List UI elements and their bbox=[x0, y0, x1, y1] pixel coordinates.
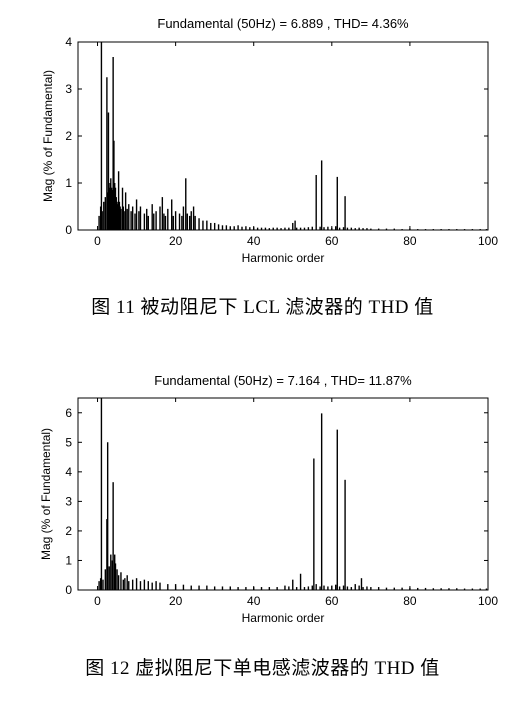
y-tick-label: 1 bbox=[65, 553, 72, 567]
x-tick-label: 20 bbox=[169, 234, 183, 248]
y-tick-label: 0 bbox=[65, 223, 72, 237]
x-axis-label: Harmonic order bbox=[242, 251, 325, 265]
y-tick-label: 5 bbox=[65, 435, 72, 449]
series-1 bbox=[98, 398, 488, 590]
y-tick-label: 0 bbox=[65, 583, 72, 597]
x-tick-label: 80 bbox=[403, 594, 417, 608]
y-tick-label: 6 bbox=[65, 406, 72, 420]
y-tick-label: 2 bbox=[65, 524, 72, 538]
x-tick-label: 0 bbox=[94, 594, 101, 608]
x-tick-label: 0 bbox=[94, 234, 101, 248]
chart-title: Fundamental (50Hz) = 7.164 , THD= 11.87% bbox=[154, 373, 412, 388]
x-tick-label: 100 bbox=[478, 594, 498, 608]
x-tick-label: 20 bbox=[169, 594, 183, 608]
series-1 bbox=[98, 42, 488, 230]
y-tick-label: 4 bbox=[65, 35, 72, 49]
y-tick-label: 1 bbox=[65, 176, 72, 190]
y-tick-label: 3 bbox=[65, 82, 72, 96]
y-tick-label: 4 bbox=[65, 465, 72, 479]
x-tick-label: 40 bbox=[247, 234, 261, 248]
x-tick-label: 60 bbox=[325, 594, 339, 608]
x-axis-label: Harmonic order bbox=[242, 611, 325, 625]
x-tick-label: 40 bbox=[247, 594, 261, 608]
chart-1: Fundamental (50Hz) = 6.889 , THD= 4.36% 0… bbox=[41, 16, 498, 265]
y-tick-label: 3 bbox=[65, 494, 72, 508]
plot-frame bbox=[77, 397, 489, 591]
y-axis-label: Mag (% of Fundamental) bbox=[39, 428, 53, 560]
chart-title: Fundamental (50Hz) = 6.889 , THD= 4.36% bbox=[157, 16, 409, 31]
chart-2: Fundamental (50Hz) = 7.164 , THD= 11.87%… bbox=[39, 373, 498, 625]
y-axis-label: Mag (% of Fundamental) bbox=[41, 70, 55, 202]
figure-caption-2: 图 12 虚拟阻尼下单电感滤波器的 THD 值 bbox=[85, 658, 440, 679]
y-tick-label: 2 bbox=[65, 129, 72, 143]
figure-caption-1: 图 11 被动阻尼下 LCL 滤波器的 THD 值 bbox=[91, 297, 434, 318]
x-tick-label: 60 bbox=[325, 234, 339, 248]
plot-frame bbox=[77, 41, 489, 231]
x-tick-label: 100 bbox=[478, 234, 498, 248]
x-tick-label: 80 bbox=[403, 234, 417, 248]
